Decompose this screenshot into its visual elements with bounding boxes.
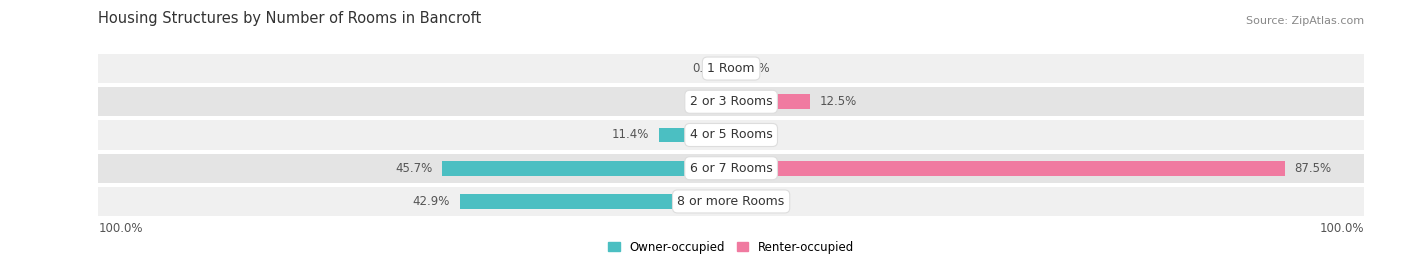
Text: 0.0%: 0.0% — [692, 95, 721, 108]
Legend: Owner-occupied, Renter-occupied: Owner-occupied, Renter-occupied — [607, 241, 855, 254]
Bar — [98, 120, 1364, 150]
Text: 0.0%: 0.0% — [741, 195, 770, 208]
Text: 12.5%: 12.5% — [820, 95, 856, 108]
Text: 100.0%: 100.0% — [1319, 222, 1364, 235]
Text: 100.0%: 100.0% — [98, 222, 143, 235]
Text: 11.4%: 11.4% — [612, 129, 650, 141]
Bar — [441, 161, 731, 176]
Text: 6 or 7 Rooms: 6 or 7 Rooms — [690, 162, 772, 175]
Text: 1 Room: 1 Room — [707, 62, 755, 75]
Text: 2 or 3 Rooms: 2 or 3 Rooms — [690, 95, 772, 108]
Text: 8 or more Rooms: 8 or more Rooms — [678, 195, 785, 208]
Text: 0.0%: 0.0% — [741, 129, 770, 141]
Bar — [659, 127, 731, 143]
Bar — [731, 161, 1285, 176]
Text: 87.5%: 87.5% — [1294, 162, 1331, 175]
Text: Housing Structures by Number of Rooms in Bancroft: Housing Structures by Number of Rooms in… — [98, 11, 482, 26]
Bar — [98, 154, 1364, 183]
Text: 42.9%: 42.9% — [413, 195, 450, 208]
Text: Source: ZipAtlas.com: Source: ZipAtlas.com — [1246, 16, 1364, 26]
Text: 0.0%: 0.0% — [692, 62, 721, 75]
Bar — [98, 187, 1364, 216]
Text: 45.7%: 45.7% — [395, 162, 433, 175]
Text: 0.0%: 0.0% — [741, 62, 770, 75]
Bar — [460, 194, 731, 209]
Text: 4 or 5 Rooms: 4 or 5 Rooms — [690, 129, 772, 141]
Bar — [731, 94, 810, 109]
Bar — [98, 54, 1364, 83]
Bar — [98, 87, 1364, 116]
